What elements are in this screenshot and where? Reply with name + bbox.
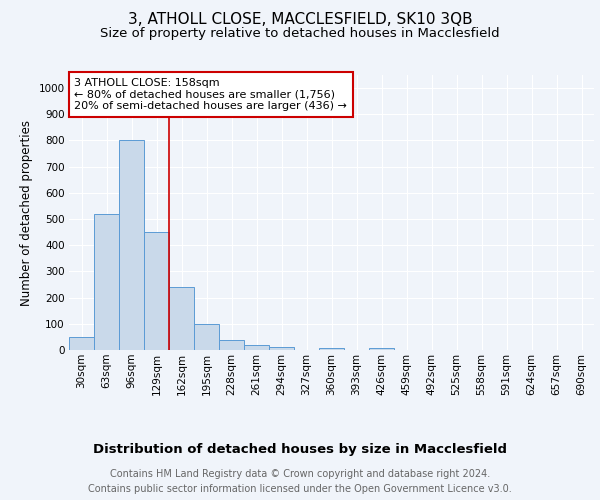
Bar [269, 347, 294, 350]
Text: Size of property relative to detached houses in Macclesfield: Size of property relative to detached ho… [100, 28, 500, 40]
Bar [69, 337, 94, 350]
Text: 3, ATHOLL CLOSE, MACCLESFIELD, SK10 3QB: 3, ATHOLL CLOSE, MACCLESFIELD, SK10 3QB [128, 12, 472, 28]
Bar [94, 214, 119, 350]
Bar [244, 345, 269, 350]
Bar [219, 340, 244, 350]
Bar [169, 287, 194, 350]
Text: Contains public sector information licensed under the Open Government Licence v3: Contains public sector information licen… [88, 484, 512, 494]
Text: 3 ATHOLL CLOSE: 158sqm
← 80% of detached houses are smaller (1,756)
20% of semi-: 3 ATHOLL CLOSE: 158sqm ← 80% of detached… [74, 78, 347, 111]
Y-axis label: Number of detached properties: Number of detached properties [20, 120, 33, 306]
Bar [194, 324, 219, 350]
Bar [119, 140, 144, 350]
Bar [369, 348, 394, 350]
Bar [144, 232, 169, 350]
Text: Distribution of detached houses by size in Macclesfield: Distribution of detached houses by size … [93, 442, 507, 456]
Bar [319, 348, 344, 350]
Text: Contains HM Land Registry data © Crown copyright and database right 2024.: Contains HM Land Registry data © Crown c… [110, 469, 490, 479]
